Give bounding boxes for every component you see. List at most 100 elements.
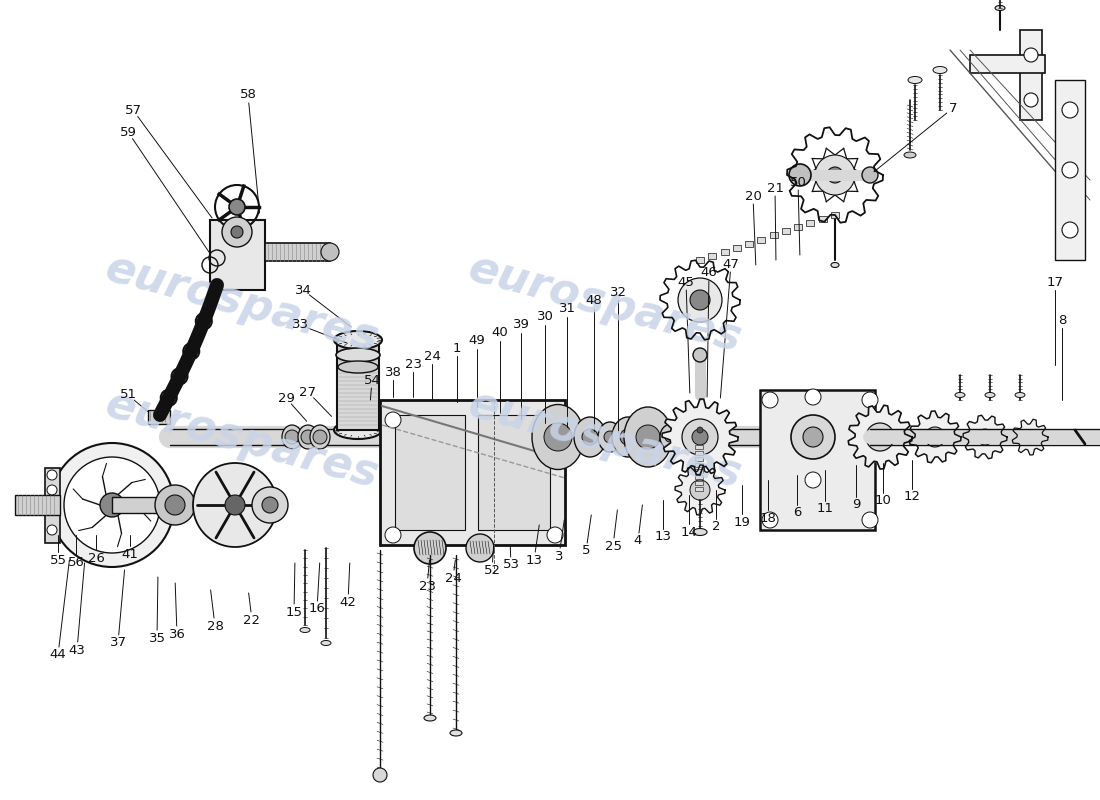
Bar <box>982 437 989 442</box>
Ellipse shape <box>1015 393 1025 398</box>
Bar <box>1012 432 1019 437</box>
Circle shape <box>155 485 195 525</box>
Polygon shape <box>188 344 198 350</box>
Polygon shape <box>172 378 182 386</box>
Polygon shape <box>179 362 190 369</box>
Polygon shape <box>191 335 202 342</box>
Bar <box>970 55 1045 73</box>
Text: 51: 51 <box>120 389 136 402</box>
Circle shape <box>866 423 894 451</box>
Circle shape <box>385 412 402 428</box>
Bar <box>818 216 827 222</box>
Bar <box>478 415 550 530</box>
Circle shape <box>47 485 57 495</box>
Text: 5: 5 <box>582 545 591 558</box>
Polygon shape <box>786 127 883 222</box>
Ellipse shape <box>450 730 462 736</box>
Text: 52: 52 <box>484 563 500 577</box>
Text: 16: 16 <box>309 602 326 615</box>
Text: 46: 46 <box>701 266 717 279</box>
Ellipse shape <box>338 361 378 373</box>
Text: 39: 39 <box>513 318 529 331</box>
Circle shape <box>50 443 174 567</box>
Bar <box>892 432 899 437</box>
Text: 53: 53 <box>503 558 519 571</box>
Bar <box>892 437 899 442</box>
Circle shape <box>301 430 315 444</box>
Text: 40: 40 <box>492 326 508 339</box>
Circle shape <box>862 512 878 528</box>
Ellipse shape <box>789 164 811 186</box>
Circle shape <box>285 430 299 444</box>
Polygon shape <box>962 415 1006 458</box>
Ellipse shape <box>282 425 303 449</box>
Bar <box>782 228 790 234</box>
Polygon shape <box>662 399 738 475</box>
Polygon shape <box>157 407 167 414</box>
Ellipse shape <box>334 421 382 439</box>
Circle shape <box>226 495 245 515</box>
Ellipse shape <box>574 417 606 457</box>
Bar <box>997 437 1004 442</box>
Polygon shape <box>183 354 194 362</box>
Ellipse shape <box>660 425 680 450</box>
Polygon shape <box>158 406 168 412</box>
Polygon shape <box>162 399 172 406</box>
Polygon shape <box>167 387 177 394</box>
Polygon shape <box>186 350 196 356</box>
Ellipse shape <box>693 529 707 535</box>
Circle shape <box>262 497 278 513</box>
Text: 44: 44 <box>50 649 66 662</box>
Text: 29: 29 <box>277 391 295 405</box>
Bar <box>967 432 974 437</box>
Ellipse shape <box>933 66 947 74</box>
Ellipse shape <box>310 425 330 449</box>
Circle shape <box>762 512 778 528</box>
Circle shape <box>620 429 636 445</box>
Text: 56: 56 <box>67 555 85 569</box>
Circle shape <box>791 415 835 459</box>
Polygon shape <box>178 365 188 371</box>
Circle shape <box>321 243 339 261</box>
Polygon shape <box>207 295 218 302</box>
Bar <box>210 220 265 290</box>
Text: 28: 28 <box>207 619 223 633</box>
Text: 13: 13 <box>526 554 542 566</box>
Bar <box>695 457 703 461</box>
Circle shape <box>690 290 710 310</box>
Bar <box>922 437 930 442</box>
Circle shape <box>414 532 446 564</box>
Polygon shape <box>176 370 186 376</box>
Circle shape <box>697 427 703 433</box>
Circle shape <box>47 505 57 515</box>
Circle shape <box>47 470 57 480</box>
Polygon shape <box>198 319 209 326</box>
Circle shape <box>231 226 243 238</box>
Text: 57: 57 <box>124 103 142 117</box>
Bar <box>877 437 884 442</box>
Polygon shape <box>165 391 175 398</box>
Text: 27: 27 <box>299 386 317 398</box>
Text: 10: 10 <box>874 494 891 507</box>
Polygon shape <box>156 409 166 415</box>
Polygon shape <box>173 377 183 383</box>
Circle shape <box>1062 102 1078 118</box>
Circle shape <box>466 534 494 562</box>
Polygon shape <box>175 372 185 378</box>
Circle shape <box>373 768 387 782</box>
Polygon shape <box>1012 419 1048 455</box>
Ellipse shape <box>862 167 878 183</box>
Bar <box>1012 437 1019 442</box>
Text: 34: 34 <box>295 283 311 297</box>
Text: 59: 59 <box>120 126 136 138</box>
Polygon shape <box>182 357 192 364</box>
Text: 13: 13 <box>654 530 671 543</box>
Circle shape <box>229 199 245 215</box>
Polygon shape <box>160 403 169 410</box>
Text: 23: 23 <box>405 358 421 370</box>
Text: 25: 25 <box>605 539 621 553</box>
Text: 21: 21 <box>767 182 783 194</box>
Bar <box>794 224 802 230</box>
Text: 4: 4 <box>634 534 642 547</box>
Text: 38: 38 <box>385 366 402 378</box>
